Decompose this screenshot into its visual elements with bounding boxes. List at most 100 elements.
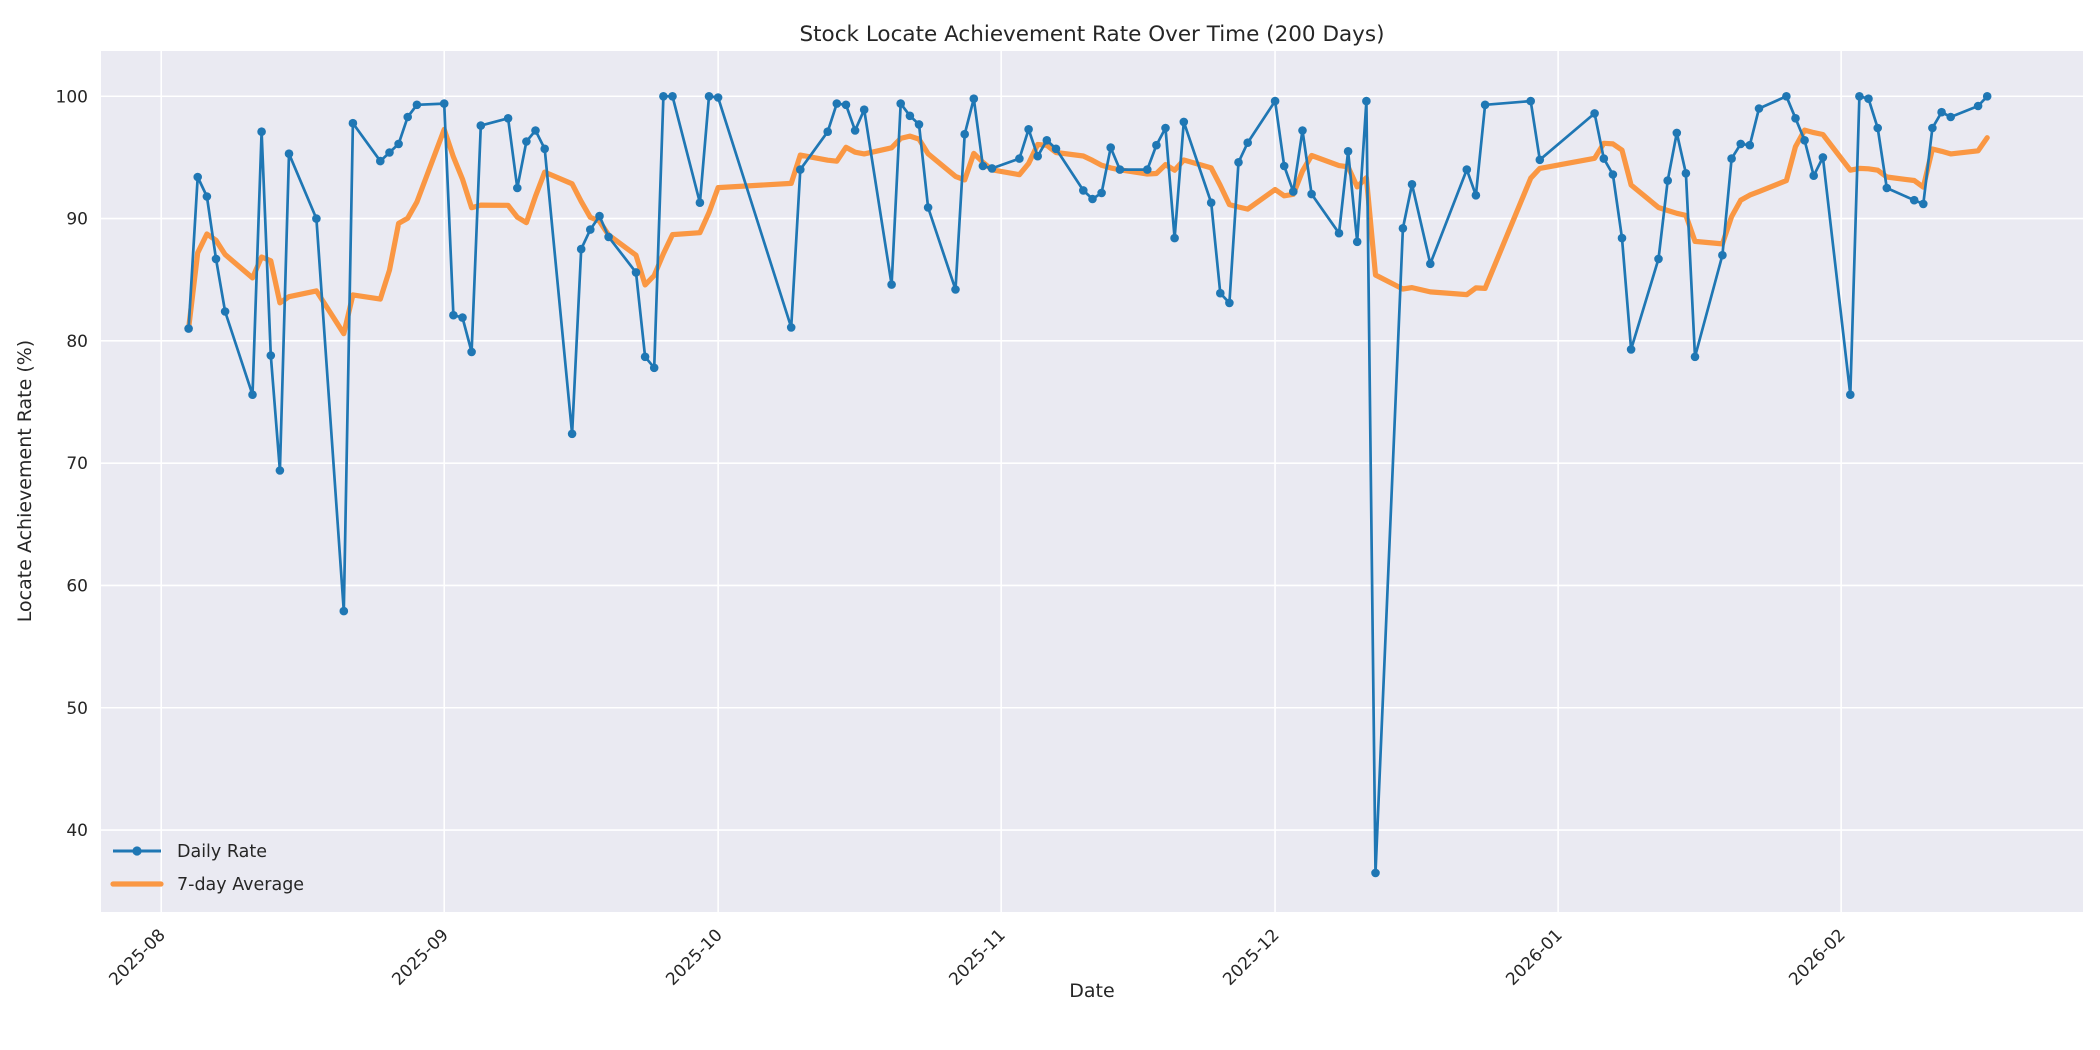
- data-point-marker: [184, 324, 193, 333]
- data-point-marker: [211, 254, 221, 264]
- data-point-marker: [1754, 104, 1764, 113]
- legend-label-7day-average: 7-day Average: [177, 875, 304, 895]
- data-point-marker: [1097, 188, 1106, 198]
- data-point-marker: [339, 606, 349, 616]
- data-point-marker: [1617, 233, 1627, 243]
- data-point-marker: [503, 114, 513, 123]
- legend-item-7day-average: 7-day Average: [110, 875, 304, 895]
- data-point-marker: [193, 172, 202, 182]
- data-point-marker: [631, 268, 641, 277]
- data-point-marker: [786, 323, 796, 332]
- data-point-marker: [449, 310, 458, 320]
- data-point-marker: [476, 121, 486, 130]
- y-tick-label: 40: [66, 821, 88, 841]
- data-point-marker: [1946, 112, 1955, 122]
- data-point-marker: [905, 111, 915, 121]
- data-point-marker: [1809, 171, 1818, 180]
- data-point-marker: [1088, 194, 1097, 204]
- y-tick-label: 80: [66, 332, 88, 352]
- x-tick-label: 2025-08: [105, 925, 169, 989]
- y-tick-label: 90: [66, 210, 88, 230]
- data-point-marker: [1234, 158, 1243, 167]
- data-point-marker: [1362, 96, 1371, 106]
- data-point-marker: [376, 156, 385, 166]
- data-point-marker: [1152, 140, 1161, 150]
- data-point-marker: [1727, 154, 1736, 163]
- data-point-marker: [951, 285, 960, 294]
- data-point-marker: [1690, 352, 1700, 362]
- data-point-marker: [1782, 92, 1791, 101]
- data-point-marker: [850, 126, 860, 135]
- data-point-marker: [969, 94, 979, 103]
- data-point-marker: [1225, 298, 1234, 308]
- data-point-marker: [859, 105, 869, 114]
- daily-rate-markers: [184, 92, 1992, 878]
- data-point-marker: [312, 214, 321, 223]
- legend: Daily Rate 7-day Average: [110, 842, 304, 895]
- data-point-marker: [1480, 100, 1490, 110]
- data-point-marker: [1526, 96, 1535, 106]
- data-point-marker: [1334, 228, 1344, 238]
- chart-title: Stock Locate Achievement Rate Over Time …: [799, 22, 1384, 47]
- data-point-marker: [1298, 126, 1307, 135]
- data-point-marker: [595, 211, 604, 221]
- seven-day-average-line: [186, 126, 1990, 337]
- x-tick-label: 2025-11: [945, 925, 1009, 989]
- x-axis-label: Date: [1069, 980, 1114, 1002]
- daily-rate-legend-marker-icon: [132, 846, 142, 856]
- data-point-marker: [1873, 123, 1882, 133]
- x-tick-label: 2026-02: [1785, 925, 1849, 989]
- x-axis-tick-labels: 2025-08 2025-09 2025-10 2025-11 2025-12 2026-…: [105, 925, 1849, 989]
- data-point-marker: [1462, 165, 1472, 174]
- data-point-marker: [1919, 199, 1928, 209]
- data-point-marker: [1672, 128, 1682, 138]
- data-point-marker: [385, 148, 394, 157]
- data-point-marker: [1079, 186, 1088, 195]
- data-point-marker: [1042, 136, 1052, 145]
- data-point-marker: [458, 313, 467, 322]
- data-point-marker: [1352, 237, 1362, 247]
- data-point-marker: [978, 161, 988, 171]
- data-point-marker: [1407, 180, 1417, 189]
- data-point-marker: [394, 139, 403, 149]
- data-point-marker: [923, 203, 933, 212]
- x-tick-label: 2025-09: [388, 925, 452, 989]
- data-point-marker: [1033, 151, 1042, 161]
- data-point-marker: [896, 99, 905, 108]
- data-point-marker: [823, 127, 832, 136]
- data-point-marker: [522, 137, 531, 146]
- data-point-marker: [1909, 195, 1919, 205]
- data-point-marker: [604, 232, 613, 242]
- data-point-marker: [1818, 153, 1828, 162]
- y-axis-label: Locate Achievement Rate (%): [14, 340, 36, 622]
- data-point-marker: [1973, 101, 1983, 111]
- data-point-marker: [1471, 191, 1481, 200]
- data-point-marker: [257, 127, 266, 136]
- legend-item-daily-rate: Daily Rate: [113, 842, 267, 862]
- data-point-marker: [576, 244, 586, 254]
- data-point-marker: [841, 100, 851, 110]
- data-point-marker: [1179, 117, 1189, 127]
- data-point-marker: [248, 390, 257, 400]
- daily-rate-line: [187, 94, 1989, 875]
- x-tick-label: 2025-10: [662, 925, 726, 989]
- data-point-marker: [832, 99, 842, 108]
- data-point-marker: [796, 165, 805, 174]
- data-point-marker: [467, 347, 476, 357]
- data-point-marker: [1663, 176, 1672, 185]
- data-point-marker: [1590, 109, 1599, 118]
- data-point-marker: [1855, 92, 1864, 101]
- data-point-marker: [1279, 161, 1289, 171]
- data-point-marker: [1718, 250, 1727, 260]
- data-point-marker: [1864, 94, 1873, 103]
- data-point-marker: [960, 129, 969, 139]
- data-series-layer: [184, 92, 1992, 878]
- data-point-marker: [1745, 140, 1755, 150]
- data-point-marker: [1846, 390, 1855, 400]
- data-point-marker: [586, 225, 595, 234]
- data-point-marker: [1343, 147, 1353, 156]
- data-point-marker: [220, 307, 230, 316]
- data-point-marker: [284, 149, 294, 158]
- data-point-marker: [1015, 154, 1024, 163]
